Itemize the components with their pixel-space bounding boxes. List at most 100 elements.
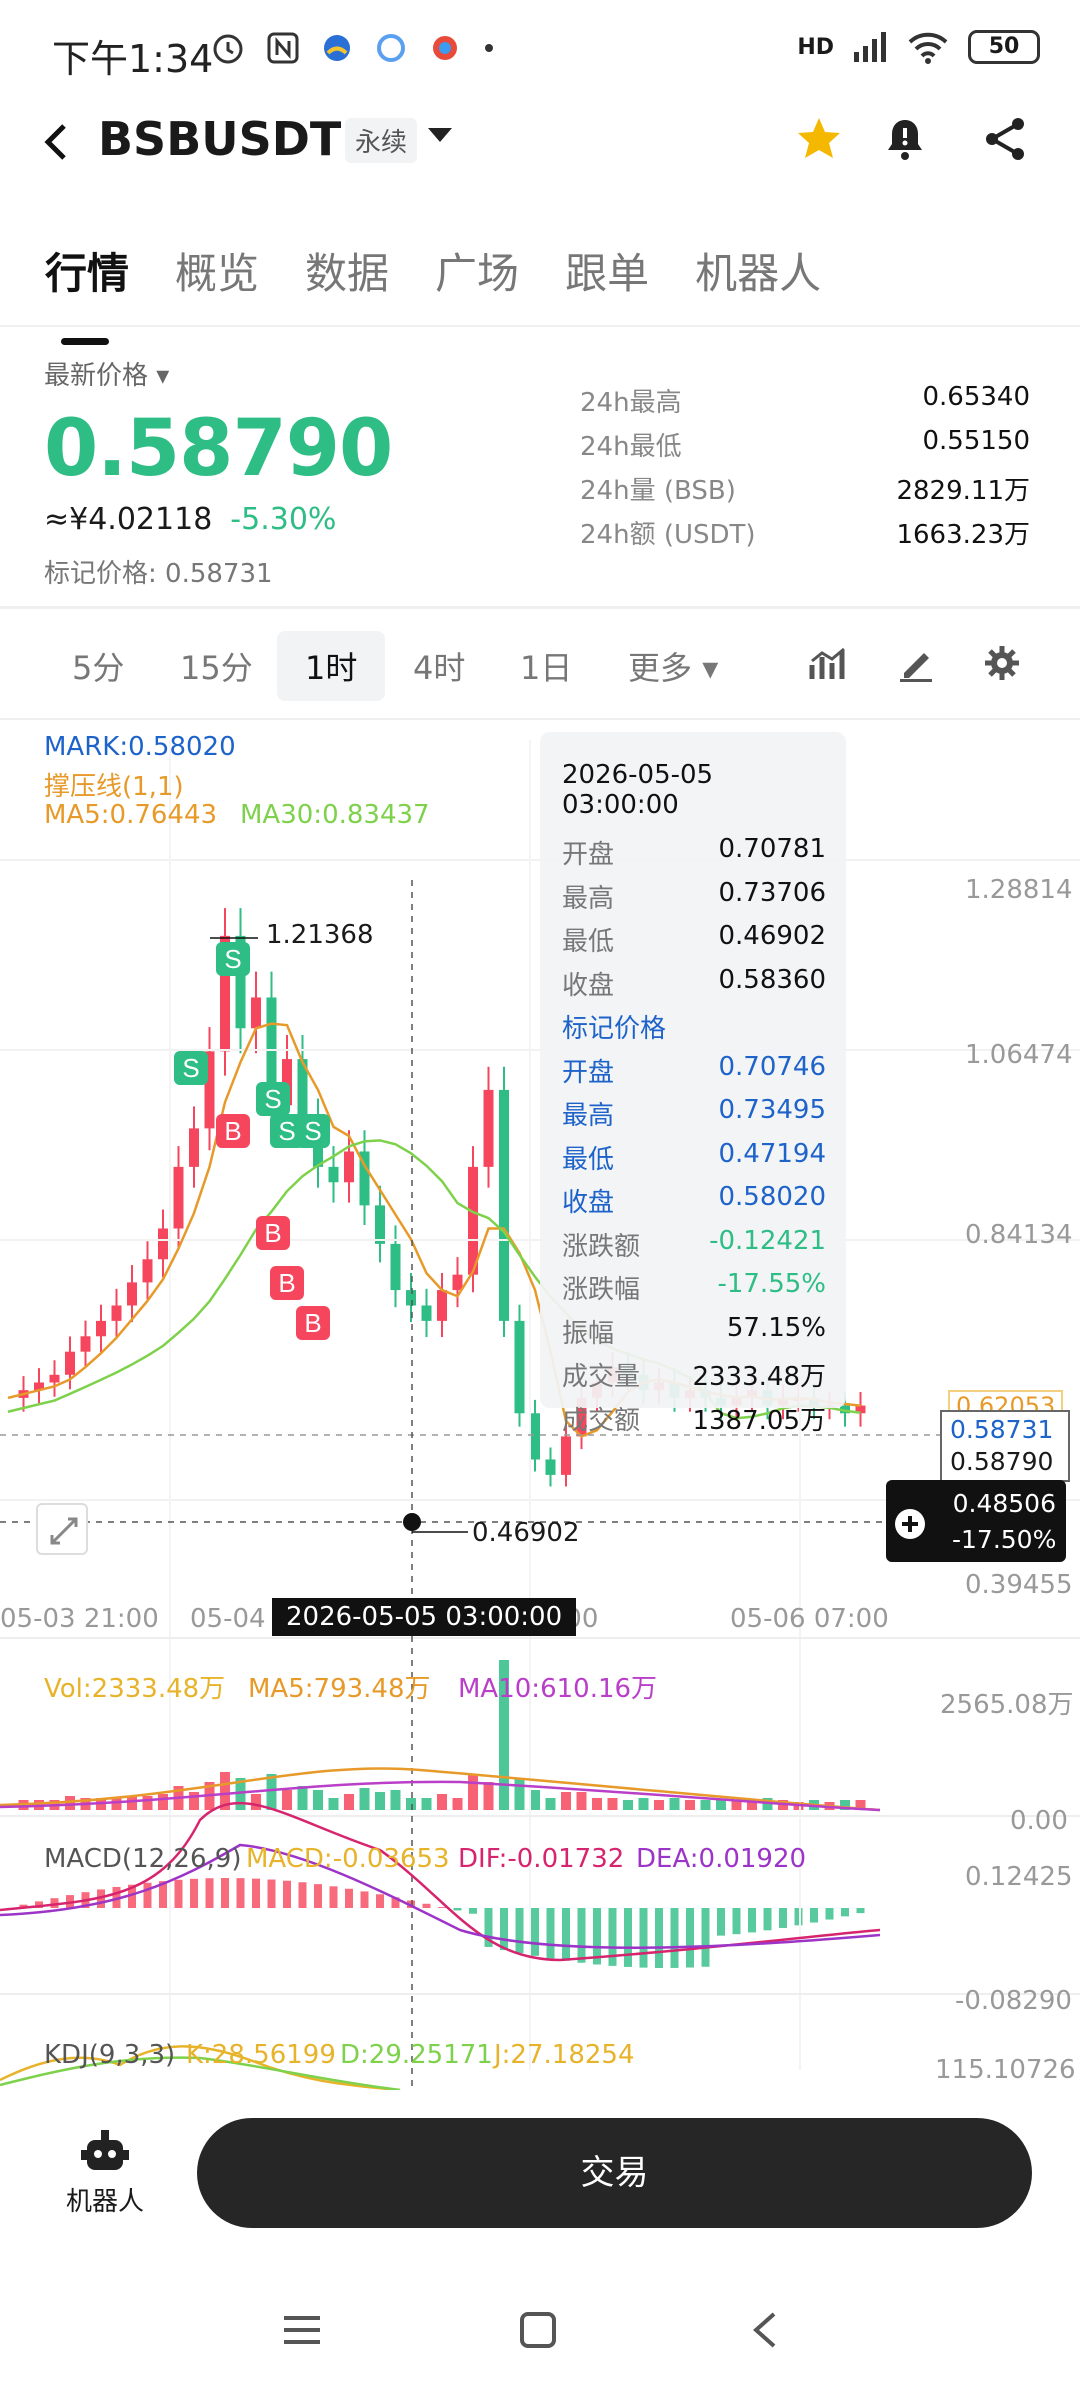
candle-body: [266, 997, 277, 1106]
signal-icon: [854, 32, 886, 62]
tab-overview[interactable]: 概览: [175, 249, 260, 298]
volume-bar: [545, 1798, 556, 1810]
robot-icon: [81, 2130, 129, 2170]
share-icon[interactable]: [980, 114, 1030, 164]
macd-bar: [593, 1908, 601, 1965]
kdj-k: K:28.56199: [186, 2040, 336, 2070]
trade-button[interactable]: 交易: [197, 2118, 1032, 2228]
volume-bar: [855, 1800, 866, 1810]
tab-robot[interactable]: 机器人: [695, 249, 822, 298]
timeframe-more[interactable]: 更多 ▾: [628, 649, 719, 687]
candle-body: [142, 1259, 153, 1283]
candle-body: [235, 935, 246, 1029]
home-icon[interactable]: [518, 2310, 558, 2350]
volume-bar: [344, 1794, 354, 1810]
macd-bar: [128, 1884, 136, 1908]
divider: [0, 718, 1080, 720]
candle-body: [530, 1413, 540, 1460]
alert-bell-icon[interactable]: [880, 114, 930, 164]
macd-bar: [748, 1908, 756, 1933]
timeframe-15m[interactable]: 15分: [180, 649, 253, 687]
candle-body: [514, 1320, 525, 1414]
mark-price-label: 标记价格:: [44, 559, 157, 589]
tab-data[interactable]: 数据: [305, 249, 390, 298]
signal-label: B: [278, 1268, 295, 1298]
volume-bar: [654, 1800, 664, 1810]
add-order-plus-icon[interactable]: [892, 1506, 928, 1542]
status-bar: 下午1:34 HD 50: [0, 0, 1080, 100]
timeframe-5m[interactable]: 5分: [72, 649, 125, 687]
macd-bar: [345, 1888, 353, 1908]
macd-bar: [856, 1908, 865, 1914]
tooltip-row: 最高 0.73706: [562, 877, 826, 914]
back-nav-icon[interactable]: [746, 2310, 786, 2350]
volume-bar: [607, 1798, 618, 1810]
macd-bar: [283, 1880, 291, 1908]
macd-bar: [794, 1908, 803, 1926]
symbol-title[interactable]: BSBUSDT: [98, 112, 342, 166]
volume-bar: [297, 1786, 308, 1810]
macd-bar: [655, 1908, 663, 1968]
timeframe-1d[interactable]: 1日: [520, 649, 573, 687]
last-price: 0.58790: [44, 404, 393, 494]
symbol-dropdown-icon[interactable]: [428, 128, 452, 142]
macd-bar: [159, 1881, 167, 1908]
ma5-indicator: MA5:0.76443: [44, 800, 218, 830]
signal-label: B: [304, 1308, 321, 1338]
settings-gear-icon[interactable]: [982, 643, 1022, 683]
candle-body: [840, 1405, 850, 1414]
volume-bar: [452, 1798, 463, 1810]
indicator-icon[interactable]: [808, 643, 848, 683]
volume-bar: [375, 1792, 385, 1810]
signal-label: B: [224, 1116, 241, 1146]
chevron-left-icon: [44, 124, 66, 160]
macd-bar: [112, 1886, 121, 1908]
timeframe-4h[interactable]: 4时: [413, 649, 466, 687]
back-button[interactable]: [40, 118, 70, 174]
last-price-label[interactable]: 最新价格 ▾: [44, 361, 170, 391]
tooltip-row: 开盘 0.70746: [562, 1051, 826, 1088]
candle-body: [468, 1166, 478, 1275]
tab-market[interactable]: 行情: [45, 240, 129, 345]
candle-body: [545, 1459, 556, 1475]
vol-ma10-legend: MA10:610.16万: [458, 1674, 658, 1704]
robot-button[interactable]: 机器人: [60, 2130, 150, 2218]
candle-body: [328, 1166, 339, 1183]
volume-bar: [266, 1774, 277, 1810]
price-panel: 最新价格 ▾ 0.58790 ≈¥4.02118 -5.30% 标记价格: 0.5…: [44, 355, 393, 590]
candle-body: [204, 1051, 215, 1129]
more-dot-icon: [485, 44, 493, 52]
macd-min-tick: -0.08290: [955, 1986, 1072, 2016]
candle-body: [421, 1305, 432, 1321]
macd-bar: [391, 1897, 400, 1908]
kdj-d: D:29.25171: [340, 2040, 493, 2070]
kdj-max-tick: 115.10726: [935, 2055, 1076, 2085]
cny-price: ≈¥4.02118: [44, 502, 213, 537]
tab-copy-trade[interactable]: 跟单: [565, 249, 650, 298]
network-label: HD: [797, 34, 834, 60]
macd-bar: [717, 1908, 725, 1936]
x-tick: 05-06 07:00: [730, 1604, 889, 1634]
signal-label: S: [304, 1116, 321, 1146]
price-change: -5.30%: [230, 502, 337, 537]
buy-signal-badge: [256, 1216, 290, 1250]
macd-bar: [329, 1886, 338, 1908]
timeframe-1h[interactable]: 1时: [277, 631, 386, 701]
candle-body: [390, 1243, 401, 1291]
app-notification-icon-3: [433, 36, 457, 60]
candle-tooltip: 2026-05-05 03:00:00 开盘 0.70781 最高 0.73706 …: [540, 732, 846, 1436]
menu-icon[interactable]: [282, 2310, 322, 2350]
volume-bar: [499, 1660, 509, 1810]
candle-body: [483, 1089, 494, 1167]
volume-bar: [530, 1790, 540, 1810]
macd-bar: [97, 1889, 105, 1908]
fullscreen-expand-icon[interactable]: [36, 1503, 88, 1555]
y-tick: 0.84134: [965, 1220, 1073, 1250]
draw-pencil-icon[interactable]: [896, 643, 936, 683]
candle-body: [576, 1397, 587, 1437]
candle-body: [111, 1305, 122, 1321]
tooltip-row: 最低 0.46902: [562, 921, 826, 957]
tab-square[interactable]: 广场: [435, 249, 520, 298]
favorite-star-icon[interactable]: [794, 114, 844, 164]
macd-bar: [19, 1904, 28, 1908]
